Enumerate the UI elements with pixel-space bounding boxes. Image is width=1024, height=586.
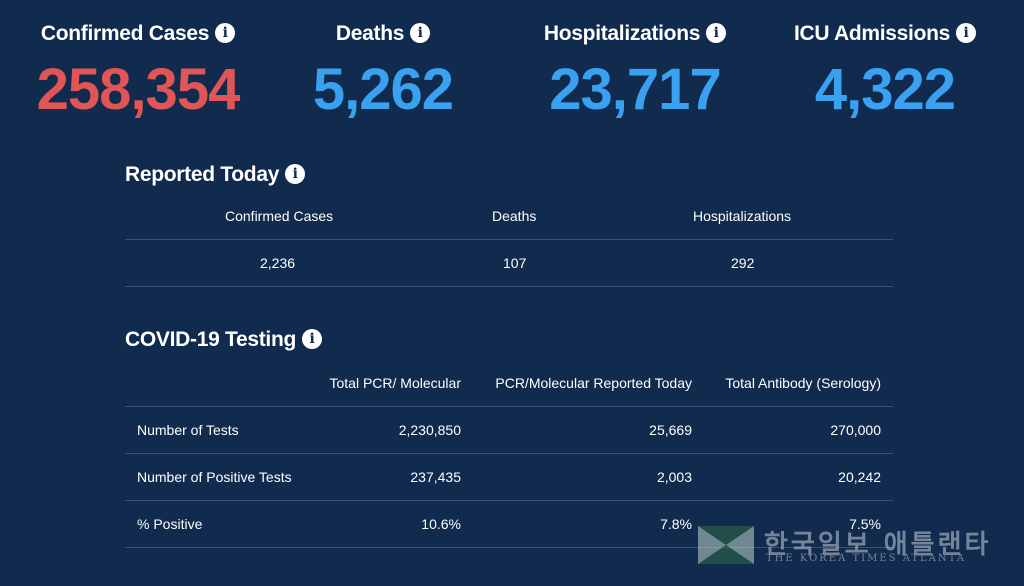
stat-value: 4,322	[814, 57, 956, 122]
column-header: Hospitalizations	[693, 208, 792, 224]
watermark-korean: 한국일보 애틀랜타	[764, 530, 992, 560]
column-header: Total Antibody (Serology)	[725, 375, 881, 391]
row-label: % Positive	[137, 516, 203, 532]
table-cell: 2,236	[260, 255, 296, 271]
stat-icu-admissions: ICU Admissions i 4,322	[780, 22, 990, 123]
stat-label: Deaths i	[283, 22, 483, 46]
reported-today-table: Confirmed Cases Deaths Hospitalizations …	[125, 193, 893, 287]
stat-value: 5,262	[312, 57, 454, 122]
table-cell: 270,000	[830, 422, 881, 438]
table-row: 2,236 107 292	[125, 240, 893, 287]
table-row: % Positive 10.6% 7.8% 7.5%	[125, 501, 893, 548]
info-icon[interactable]: i	[215, 23, 236, 43]
table-cell: 292	[731, 255, 755, 271]
info-icon[interactable]: i	[706, 23, 727, 43]
stat-label: Hospitalizations i	[525, 22, 745, 46]
table-cell: 7.8%	[660, 516, 692, 532]
column-header: Total PCR/ Molecular	[329, 375, 462, 391]
table-header-row: Confirmed Cases Deaths Hospitalizations	[125, 193, 893, 240]
stat-value: 258,354	[36, 57, 241, 122]
covid-testing-title: COVID-19 Testing i	[125, 328, 323, 352]
table-cell: 7.5%	[849, 516, 881, 532]
stat-label: Confirmed Cases i	[28, 22, 248, 46]
table-cell: 237,435	[410, 469, 461, 485]
watermark: 한국일보 애틀랜타 THE KOREA TIMES ATLANTA	[698, 526, 1018, 566]
table-row: Number of Positive Tests 237,435 2,003 2…	[125, 454, 893, 501]
table-cell: 2,230,850	[398, 422, 461, 438]
info-icon[interactable]: i	[956, 23, 977, 43]
info-icon[interactable]: i	[285, 164, 306, 184]
table-cell: 2,003	[656, 469, 692, 485]
table-cell: 107	[503, 255, 527, 271]
table-cell: 10.6%	[421, 516, 461, 532]
column-header: Confirmed Cases	[225, 208, 334, 224]
stat-value: 23,717	[549, 57, 721, 122]
table-header-row: Total PCR/ Molecular PCR/Molecular Repor…	[125, 360, 893, 407]
row-label: Number of Positive Tests	[137, 469, 292, 485]
watermark-logo-icon	[698, 526, 754, 564]
row-label: Number of Tests	[137, 422, 239, 438]
column-header: PCR/Molecular Reported Today	[495, 375, 692, 391]
stat-confirmed-cases: Confirmed Cases i 258,354	[28, 22, 248, 123]
watermark-english: THE KOREA TIMES ATLANTA	[766, 553, 966, 564]
reported-today-title: Reported Today i	[125, 163, 306, 187]
stat-deaths: Deaths i 5,262	[283, 22, 483, 123]
info-icon[interactable]: i	[410, 23, 431, 43]
table-row: Number of Tests 2,230,850 25,669 270,000	[125, 407, 893, 454]
stat-hospitalizations: Hospitalizations i 23,717	[525, 22, 745, 123]
covid-testing-table: Total PCR/ Molecular PCR/Molecular Repor…	[125, 360, 893, 548]
info-icon[interactable]: i	[302, 329, 323, 349]
column-header: Deaths	[492, 208, 537, 224]
table-cell: 20,242	[838, 469, 881, 485]
stat-label: ICU Admissions i	[780, 22, 990, 46]
table-cell: 25,669	[649, 422, 692, 438]
